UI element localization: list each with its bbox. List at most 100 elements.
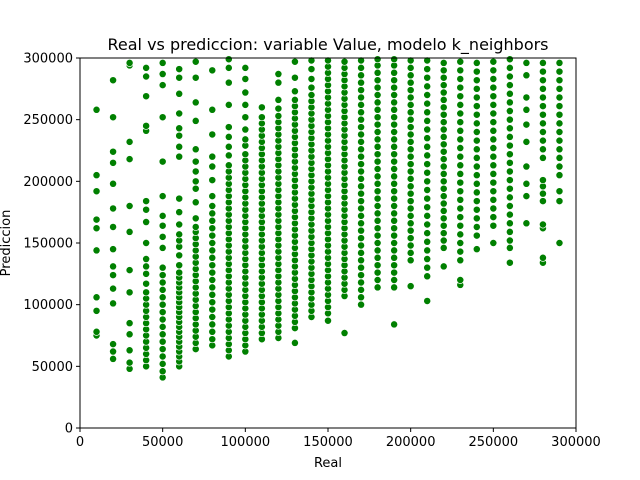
data-point	[175, 220, 184, 229]
data-point	[390, 105, 399, 114]
data-point	[555, 128, 564, 136]
data-point	[390, 165, 399, 173]
data-point	[406, 145, 415, 154]
data-point	[439, 192, 448, 201]
data-point	[357, 167, 366, 176]
data-point	[423, 255, 432, 263]
data-point	[390, 239, 399, 247]
data-point	[406, 204, 415, 213]
data-point	[208, 313, 217, 321]
data-point	[357, 123, 366, 132]
data-point	[456, 204, 465, 213]
data-point	[241, 135, 250, 144]
data-point	[191, 184, 200, 193]
data-point	[439, 73, 448, 82]
data-point	[125, 137, 134, 146]
data-point	[224, 78, 233, 87]
data-point	[505, 167, 514, 176]
data-point	[423, 229, 432, 238]
data-point	[505, 115, 514, 124]
data-point	[191, 177, 200, 186]
data-point	[456, 109, 465, 118]
data-point	[456, 92, 465, 101]
data-point	[538, 136, 547, 145]
data-point	[472, 171, 481, 180]
data-point	[555, 162, 564, 171]
data-point	[125, 346, 134, 355]
data-point	[324, 316, 332, 325]
data-point	[158, 271, 167, 280]
data-point	[390, 194, 399, 203]
data-point	[109, 204, 118, 213]
data-point	[158, 352, 167, 361]
data-point	[472, 205, 481, 214]
data-point	[208, 202, 217, 210]
data-point	[390, 253, 399, 262]
data-point	[406, 115, 415, 124]
data-point	[456, 135, 465, 144]
data-point	[208, 192, 217, 201]
data-point	[373, 120, 382, 129]
data-point	[208, 320, 217, 329]
data-point	[423, 186, 432, 194]
data-point	[290, 57, 299, 66]
data-point	[439, 262, 448, 271]
data-point	[538, 189, 547, 198]
data-point	[555, 119, 564, 128]
data-point	[439, 206, 448, 215]
data-point	[472, 67, 481, 76]
data-point	[208, 224, 217, 233]
data-point	[456, 276, 465, 284]
data-point	[373, 113, 382, 122]
data-point	[373, 150, 382, 159]
data-point	[241, 75, 250, 83]
data-point	[241, 63, 250, 72]
data-point	[290, 95, 299, 104]
data-point	[406, 282, 415, 291]
data-point	[125, 155, 134, 164]
data-point	[142, 197, 151, 206]
data-point	[472, 119, 481, 128]
data-point	[390, 268, 399, 277]
data-point	[158, 192, 167, 201]
data-point	[92, 171, 101, 180]
data-point	[555, 187, 564, 196]
data-point	[224, 123, 233, 132]
data-point	[340, 57, 349, 66]
x-tick-label: 150000	[303, 435, 353, 450]
data-point	[92, 105, 101, 114]
data-point	[373, 253, 382, 262]
data-point	[472, 110, 481, 119]
data-point	[505, 210, 514, 219]
x-tick-label: 200000	[386, 435, 436, 450]
x-tick-label: 250000	[469, 435, 519, 450]
data-point	[109, 262, 118, 271]
data-point	[208, 290, 217, 299]
data-point	[472, 145, 481, 154]
data-point	[489, 109, 498, 118]
data-point	[357, 63, 366, 72]
data-point	[505, 236, 514, 245]
data-point	[175, 73, 184, 82]
data-point	[307, 75, 316, 83]
data-point	[423, 237, 432, 246]
data-point	[472, 84, 481, 93]
data-point	[224, 142, 233, 151]
data-point	[257, 103, 266, 112]
data-point	[175, 230, 184, 239]
data-point	[489, 57, 498, 66]
data-point	[175, 208, 184, 217]
data-point	[406, 100, 415, 109]
data-point	[373, 128, 382, 136]
data-point	[191, 73, 200, 82]
data-point	[522, 105, 531, 114]
data-point	[423, 297, 432, 305]
data-point	[423, 73, 432, 82]
x-tick-label: 300000	[551, 435, 601, 450]
data-point	[505, 141, 514, 150]
data-point	[456, 213, 465, 222]
data-point	[522, 120, 531, 129]
data-point	[423, 125, 432, 134]
data-point	[538, 58, 547, 67]
